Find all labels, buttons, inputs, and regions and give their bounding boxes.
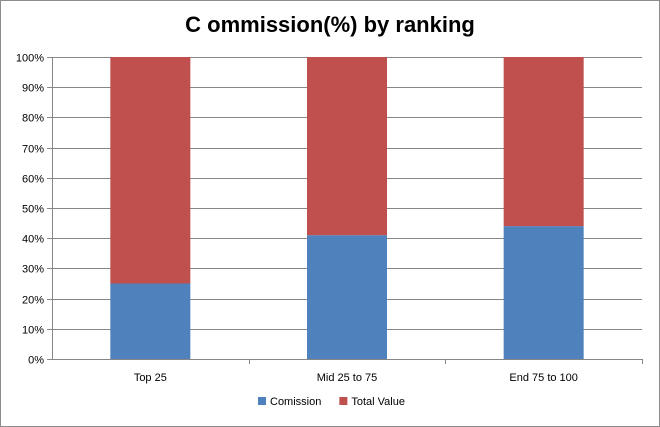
- y-tick-label: 10%: [22, 325, 44, 337]
- x-tick-label: End 75 to 100: [509, 372, 578, 384]
- legend-swatch: [258, 397, 266, 405]
- y-tick-label: 50%: [22, 204, 44, 216]
- bar-total-value: [503, 57, 584, 227]
- bar-total-value: [307, 57, 387, 236]
- bar-total-value: [110, 57, 191, 284]
- y-tick-label: 20%: [22, 295, 44, 307]
- y-tick-label: 40%: [22, 234, 44, 246]
- x-tick-label: Top 25: [134, 372, 167, 384]
- legend-label: Comission: [270, 396, 321, 408]
- legend-label: Total Value: [351, 396, 405, 408]
- bar-comission: [110, 283, 191, 359]
- chart-title: C ommission(%) by ranking: [185, 12, 475, 37]
- y-tick-label: 90%: [22, 83, 44, 95]
- bar-comission: [503, 226, 584, 359]
- y-tick-label: 100%: [16, 53, 44, 65]
- y-tick-label: 30%: [22, 264, 44, 276]
- legend-swatch: [339, 397, 348, 405]
- y-tick-label: 0%: [28, 355, 44, 367]
- y-tick-label: 60%: [22, 174, 44, 186]
- x-tick-label: Mid 25 to 75: [317, 372, 378, 384]
- y-tick-label: 80%: [22, 113, 44, 125]
- y-tick-label: 70%: [22, 144, 44, 156]
- bar-comission: [307, 235, 387, 359]
